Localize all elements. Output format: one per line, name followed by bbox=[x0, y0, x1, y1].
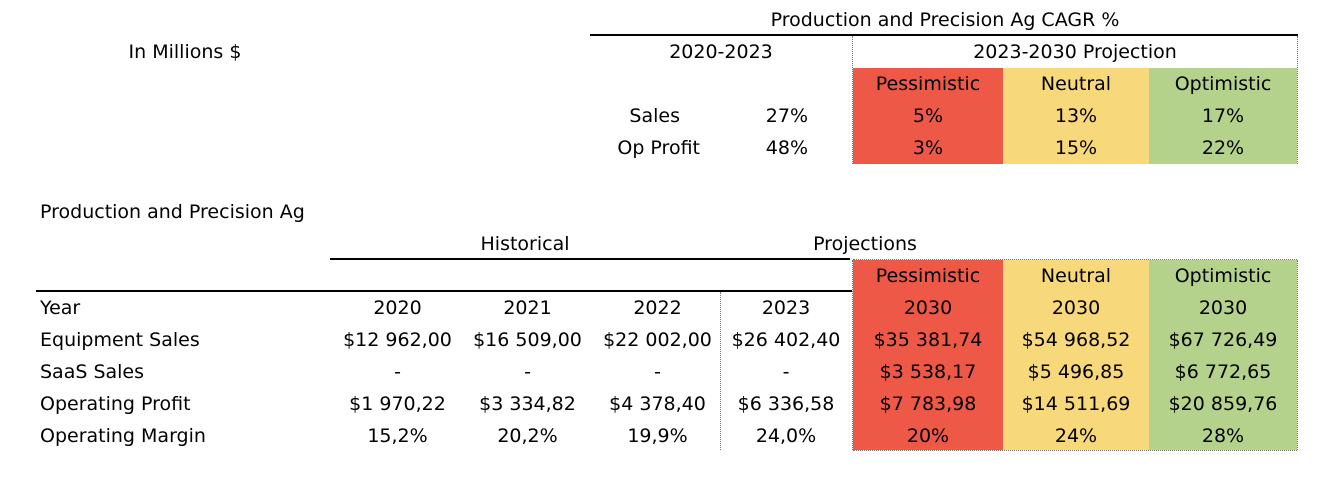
header-rule bbox=[36, 290, 852, 292]
table-cell: $14 511,69 bbox=[1021, 393, 1131, 415]
scenario-neutral: Neutral bbox=[1040, 265, 1112, 287]
table-title: Production and Precision Ag bbox=[40, 201, 305, 223]
projection-top-border bbox=[853, 259, 1297, 260]
table-cell: $4 378,40 bbox=[609, 393, 706, 415]
cagr-divider bbox=[852, 36, 853, 164]
cagr-optimistic-column bbox=[1149, 68, 1297, 164]
optimistic-column bbox=[1149, 260, 1297, 450]
table-cell: $54 968,52 bbox=[1021, 329, 1131, 351]
table-cell: - bbox=[524, 361, 531, 383]
group-historical: Historical bbox=[480, 233, 570, 255]
cagr-row-neutral: 13% bbox=[1054, 105, 1098, 127]
table-cell: $6 336,58 bbox=[737, 393, 835, 415]
table-cell: $26 402,40 bbox=[731, 329, 841, 351]
table-cell: $16 509,00 bbox=[473, 329, 582, 351]
table-cell: 15,2% bbox=[367, 425, 428, 447]
group-projections: Projections bbox=[813, 233, 917, 255]
table-cell: 24% bbox=[1054, 425, 1098, 447]
table-cell: - bbox=[782, 361, 790, 383]
table-cell: $1 970,22 bbox=[349, 393, 446, 415]
table-cell: $67 726,49 bbox=[1168, 329, 1278, 351]
table-cell: $20 859,76 bbox=[1168, 393, 1278, 415]
scenario-optimistic: Optimistic bbox=[1174, 265, 1272, 287]
table-cell: 19,9% bbox=[627, 425, 688, 447]
cagr-row-label: Sales bbox=[629, 105, 680, 127]
year-cell: 2030 bbox=[903, 297, 953, 319]
scenario-pessimistic: Pessimistic bbox=[875, 265, 981, 287]
table-cell: $22 002,00 bbox=[603, 329, 712, 351]
cagr-row-optimistic: 22% bbox=[1201, 137, 1245, 159]
table-cell: $3 334,82 bbox=[479, 393, 576, 415]
year-cell: 2020 bbox=[373, 297, 422, 319]
cagr-row-historical: 27% bbox=[765, 105, 808, 127]
row-label: Year bbox=[40, 297, 81, 319]
table-cell: $3 538,17 bbox=[879, 361, 977, 383]
historical-divider bbox=[720, 292, 721, 450]
cagr-historical-period: 2020-2023 bbox=[669, 41, 773, 63]
cagr-row-neutral: 15% bbox=[1054, 137, 1098, 159]
year-cell: 2021 bbox=[503, 297, 552, 319]
table-cell: $7 783,98 bbox=[879, 393, 977, 415]
projection-right-border bbox=[1297, 260, 1298, 450]
table-cell: $12 962,00 bbox=[343, 329, 452, 351]
projection-bottom-border bbox=[853, 450, 1297, 451]
cagr-title: Production and Precision Ag CAGR % bbox=[770, 9, 1120, 31]
projection-left-border bbox=[852, 260, 853, 450]
year-cell: 2022 bbox=[633, 297, 682, 319]
cagr-scenario-optimistic: Optimistic bbox=[1174, 73, 1272, 95]
units-label: In Millions $ bbox=[128, 41, 242, 63]
table-cell: - bbox=[394, 361, 401, 383]
row-label: Operating Margin bbox=[40, 425, 206, 447]
table-cell: 28% bbox=[1201, 425, 1245, 447]
table-cell: $5 496,85 bbox=[1027, 361, 1125, 383]
cagr-scenario-neutral: Neutral bbox=[1040, 73, 1112, 95]
group-rule bbox=[330, 258, 850, 260]
cagr-row-optimistic: 17% bbox=[1201, 105, 1245, 127]
cagr-row-pessimistic: 5% bbox=[912, 105, 944, 127]
pessimistic-column bbox=[853, 260, 1003, 450]
table-cell: - bbox=[654, 361, 661, 383]
cagr-projection-period: 2023-2030 Projection bbox=[973, 41, 1177, 63]
table-cell: 24,0% bbox=[755, 425, 817, 447]
cagr-scenario-pessimistic: Pessimistic bbox=[875, 73, 981, 95]
year-cell: 2023 bbox=[761, 297, 811, 319]
table-cell: $6 772,65 bbox=[1174, 361, 1272, 383]
cagr-row-pessimistic: 3% bbox=[912, 137, 944, 159]
cagr-row-label: Op Profit bbox=[617, 137, 700, 159]
cagr-title-rule bbox=[590, 34, 1298, 36]
table-cell: $35 381,74 bbox=[873, 329, 983, 351]
cagr-row-historical: 48% bbox=[765, 137, 808, 159]
cagr-pessimistic-column bbox=[853, 68, 1003, 164]
year-cell: 2030 bbox=[1198, 297, 1248, 319]
row-label: Equipment Sales bbox=[40, 329, 200, 351]
neutral-column bbox=[1003, 260, 1149, 450]
table-cell: 20,2% bbox=[497, 425, 558, 447]
table-cell: 20% bbox=[906, 425, 950, 447]
row-label: Operating Profit bbox=[40, 393, 191, 415]
cagr-neutral-column bbox=[1003, 68, 1149, 164]
row-label: SaaS Sales bbox=[40, 361, 145, 383]
year-cell: 2030 bbox=[1051, 297, 1101, 319]
cagr-right-border bbox=[1297, 36, 1298, 164]
